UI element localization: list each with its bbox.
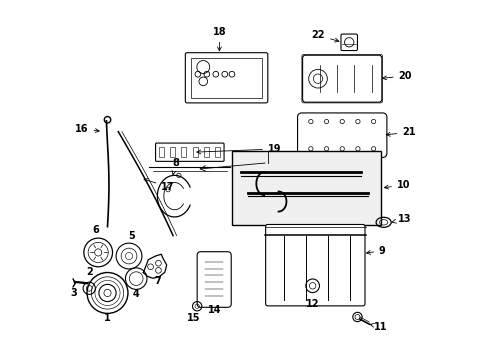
Text: 6: 6 bbox=[92, 225, 99, 235]
Text: 4: 4 bbox=[133, 289, 139, 299]
FancyBboxPatch shape bbox=[297, 113, 386, 157]
Text: 8: 8 bbox=[172, 158, 179, 175]
Text: 1: 1 bbox=[104, 313, 111, 323]
FancyBboxPatch shape bbox=[185, 53, 267, 103]
Text: 5: 5 bbox=[128, 231, 135, 241]
FancyBboxPatch shape bbox=[265, 225, 364, 306]
Text: 15: 15 bbox=[186, 312, 200, 323]
Text: 16: 16 bbox=[75, 123, 99, 134]
Text: 20: 20 bbox=[382, 71, 411, 81]
Text: 12: 12 bbox=[305, 299, 319, 309]
FancyBboxPatch shape bbox=[155, 143, 224, 161]
Text: 10: 10 bbox=[384, 180, 409, 190]
Bar bbox=[159, 147, 164, 157]
Text: 13: 13 bbox=[391, 214, 410, 224]
Bar bbox=[170, 147, 175, 157]
Text: 19: 19 bbox=[197, 144, 281, 154]
Bar bbox=[192, 147, 197, 157]
Text: 7: 7 bbox=[154, 276, 161, 286]
Bar bbox=[203, 147, 208, 157]
Text: 11: 11 bbox=[369, 322, 387, 332]
FancyBboxPatch shape bbox=[340, 34, 357, 50]
Bar bbox=[231, 151, 380, 225]
FancyBboxPatch shape bbox=[302, 55, 381, 102]
Text: 9: 9 bbox=[366, 246, 385, 256]
Text: 21: 21 bbox=[386, 127, 415, 137]
Text: 18: 18 bbox=[212, 27, 226, 51]
Bar bbox=[214, 147, 219, 157]
Text: 3: 3 bbox=[71, 288, 78, 298]
Text: 17: 17 bbox=[144, 179, 174, 192]
Bar bbox=[190, 58, 262, 98]
FancyBboxPatch shape bbox=[197, 252, 231, 307]
Text: 14: 14 bbox=[207, 305, 221, 315]
Text: 22: 22 bbox=[311, 30, 338, 42]
Text: 2: 2 bbox=[86, 267, 92, 278]
Bar bbox=[181, 147, 186, 157]
